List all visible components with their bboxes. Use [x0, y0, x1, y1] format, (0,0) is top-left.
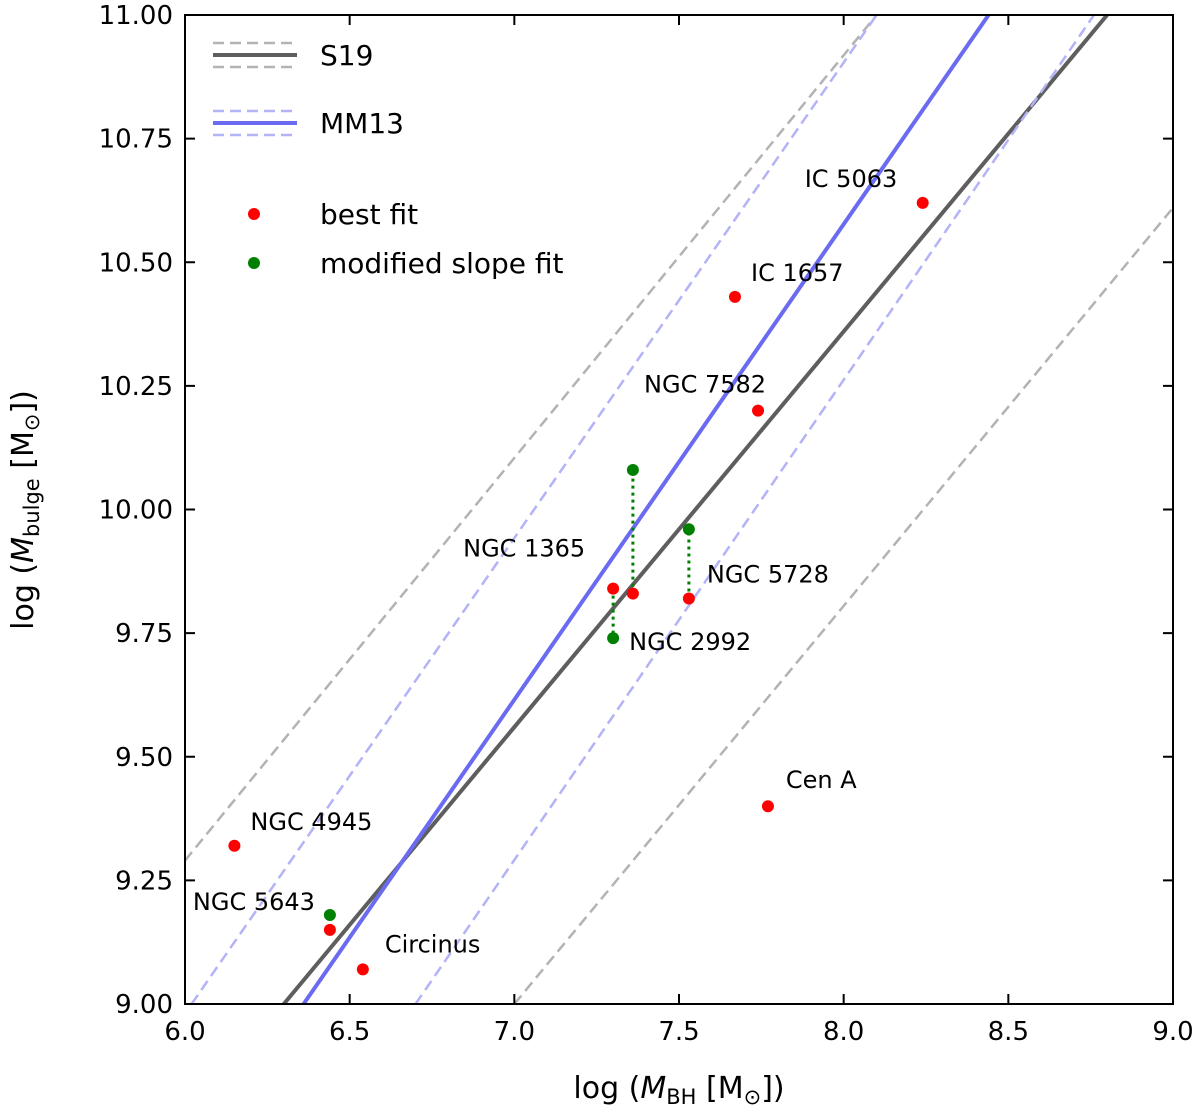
modified-slope-fit-point	[626, 463, 639, 476]
y-tick-label: 9.50	[115, 743, 173, 773]
mm13-lower-scatter-line	[414, 15, 1095, 1004]
s19-relation-line	[282, 15, 1109, 1004]
best-fit-point	[356, 963, 369, 976]
best-fit-point	[682, 592, 695, 605]
y-tick-label: 11.00	[99, 1, 173, 31]
y-axis-label: log (Mbulge [M⊙])	[6, 390, 44, 630]
best-fit-point	[752, 404, 765, 417]
x-tick-label: 6.0	[164, 1017, 205, 1047]
axes: 6.0 6.5 7.0 7.5 8.0 8.5 9.0 9.00 9.25 9.50 9.75 10.…	[99, 1, 1194, 1047]
legend-label-s19: S19	[320, 39, 373, 72]
best-fit-point	[761, 800, 774, 813]
annotation-ngc-4945: NGC 4945	[250, 808, 372, 836]
legend-marker	[248, 257, 260, 269]
x-tick-label: 8.0	[823, 1017, 864, 1047]
annotation-ic-1657: IC 1657	[751, 259, 844, 287]
data-points	[228, 196, 929, 976]
point-annotations: IC 5063 IC 1657 NGC 7582 NGC 1365 NGC 5728 Ce…	[193, 165, 897, 958]
annotation-ngc-5643: NGC 5643	[193, 888, 315, 916]
s19-lower-scatter-line	[513, 207, 1173, 1004]
y-tick-label: 9.00	[115, 990, 173, 1020]
x-tick-label: 8.5	[988, 1017, 1029, 1047]
legend-label-mm13: MM13	[320, 107, 404, 140]
annotation-ngc-2992: NGC 2992	[629, 628, 751, 656]
annotation-ngc-5728: NGC 5728	[707, 561, 829, 589]
legend-label-modified-slope-fit: modified slope fit	[320, 247, 564, 280]
best-fit-point	[626, 587, 639, 600]
x-axis-label: log (MBH [M⊙])	[573, 1071, 784, 1109]
annotation-ic-5063: IC 5063	[805, 165, 898, 193]
modified-slope-fit-point	[607, 632, 620, 645]
x-tick-label: 7.0	[494, 1017, 535, 1047]
modified-slope-fit-point	[682, 523, 695, 536]
x-tick-label: 7.5	[658, 1017, 699, 1047]
y-tick-label: 9.25	[115, 866, 173, 896]
y-tick-label: 9.75	[115, 619, 173, 649]
modified-slope-fit-point	[323, 908, 336, 921]
y-tick-label: 10.75	[99, 125, 173, 155]
legend: S19 MM13 best fit modified slope fit	[213, 39, 564, 280]
y-tick-label: 10.50	[99, 248, 173, 278]
x-tick-label: 9.0	[1152, 1017, 1193, 1047]
x-tick-label: 6.5	[329, 1017, 370, 1047]
best-fit-point	[228, 839, 241, 852]
annotation-cen-a: Cen A	[786, 766, 857, 794]
annotation-ngc-7582: NGC 7582	[644, 371, 766, 399]
best-fit-point	[916, 196, 929, 209]
best-fit-point	[728, 290, 741, 303]
mm13-relation-line	[301, 15, 991, 1004]
legend-label-best-fit: best fit	[320, 198, 418, 231]
annotation-circinus: Circinus	[385, 930, 481, 958]
fit-connectors	[611, 469, 691, 639]
plot-frame	[184, 14, 1174, 1005]
axis-labels: log (MBH [M⊙]) log (Mbulge [M⊙])	[6, 390, 785, 1109]
y-tick-label: 10.00	[99, 496, 173, 526]
annotation-ngc-1365: NGC 1365	[463, 535, 585, 563]
legend-marker	[248, 208, 260, 220]
relation-lines	[185, 15, 1173, 1004]
mm13-upper-scatter-line	[190, 15, 878, 1004]
best-fit-point	[607, 582, 620, 595]
y-tick-label: 10.25	[99, 372, 173, 402]
s19-upper-scatter-line	[185, 15, 878, 862]
best-fit-point	[323, 923, 336, 936]
